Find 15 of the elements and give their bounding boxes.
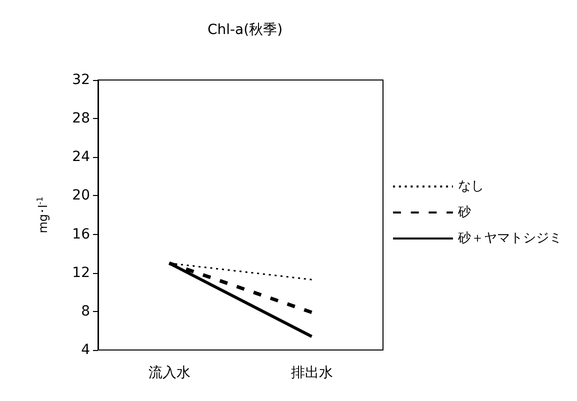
legend-label: なし bbox=[458, 179, 484, 194]
y-tick-label: 8 bbox=[81, 303, 90, 320]
legend-label: 砂 bbox=[457, 205, 471, 220]
y-axis-title: mg･l-1 bbox=[36, 196, 50, 234]
y-tick-label: 24 bbox=[72, 149, 90, 166]
x-tick-label: 流入水 bbox=[148, 365, 190, 381]
y-tick-label: 28 bbox=[72, 110, 90, 127]
legend-label: 砂＋ヤマトシジミ bbox=[457, 231, 562, 246]
x-tick-label: 排出水 bbox=[290, 365, 333, 381]
y-tick-label: 16 bbox=[72, 226, 90, 242]
y-tick-label: 32 bbox=[72, 72, 90, 88]
chart-title: Chl-a(秋季) bbox=[207, 22, 283, 38]
y-tick-label: 20 bbox=[72, 188, 90, 204]
y-tick-label: 12 bbox=[72, 264, 90, 281]
y-tick-label: 4 bbox=[81, 342, 90, 358]
